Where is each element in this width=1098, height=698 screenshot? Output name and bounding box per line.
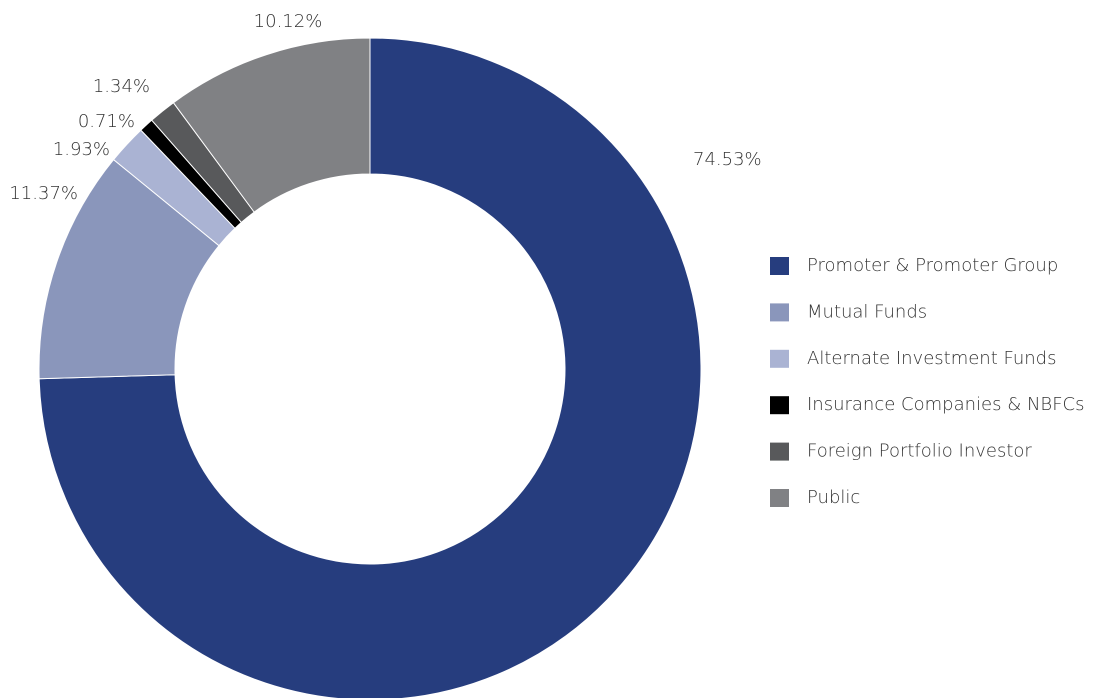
legend-swatch <box>770 489 789 507</box>
value-label: 10.12% <box>254 11 323 32</box>
value-label: 74.53% <box>693 149 762 170</box>
legend-label: Foreign Portfolio Investor <box>807 441 1032 462</box>
slice <box>38 37 702 698</box>
value-label: 1.93% <box>53 139 110 160</box>
value-label: 1.34% <box>93 76 150 97</box>
legend-swatch <box>770 257 789 275</box>
legend-label: Insurance Companies & NBFCs <box>807 394 1085 415</box>
legend-label: Public <box>807 487 860 508</box>
slice <box>172 37 371 213</box>
legend-label: Promoter & Promoter Group <box>807 255 1058 276</box>
legend-swatch <box>770 442 789 461</box>
legend-swatch <box>770 303 789 322</box>
legend-swatch <box>770 349 789 368</box>
legend-label: Alternate Investment Funds <box>807 348 1057 369</box>
value-label: 0.71% <box>78 111 135 132</box>
legend-label: Mutual Funds <box>807 301 927 322</box>
legend-swatch <box>770 396 789 415</box>
value-label: 11.37% <box>9 183 78 204</box>
